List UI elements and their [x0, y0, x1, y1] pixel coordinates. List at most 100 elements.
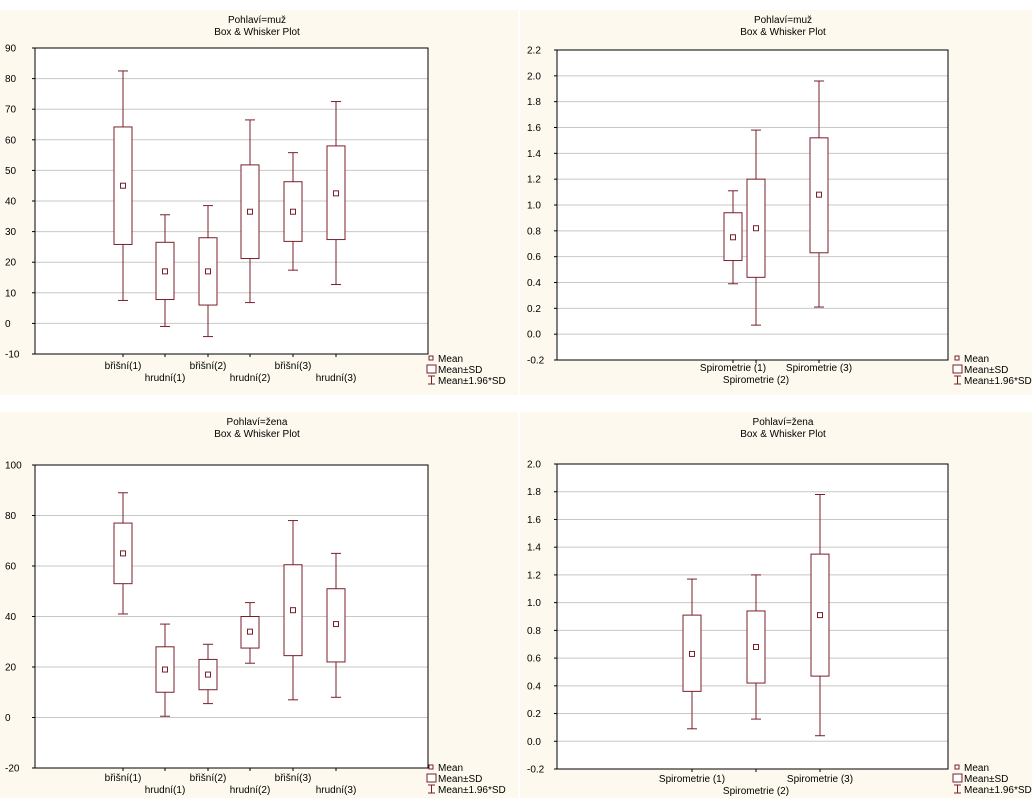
- legend-sd-box: [426, 773, 437, 783]
- chart-panel-female-spirometry: Pohlaví=žena Box & Whisker Plot -0.2 0.0 0.2…: [520, 412, 1032, 798]
- x-tick-label: břišní(1): [105, 773, 142, 784]
- chart-subtitle: Box & Whisker Plot: [214, 27, 300, 38]
- x-tick-label: Spirometrie (3): [786, 363, 852, 374]
- y-tick-label: 0.6: [527, 252, 541, 263]
- y-tick-label: 0.2: [527, 709, 541, 720]
- y-tick-label: 1.6: [527, 123, 541, 134]
- y-tick-label: 1.4: [527, 149, 541, 160]
- chart-title: Pohlaví=žena: [227, 417, 288, 428]
- x-tick-label: břišní(2): [190, 361, 227, 372]
- x-tick-label: Spirometrie (3): [787, 774, 853, 785]
- y-tick-label: 2.2: [527, 46, 541, 57]
- legend-label-whisker: Mean±1.96*SD: [438, 376, 506, 387]
- mean-marker: [120, 550, 126, 557]
- legend-sd-box: [952, 364, 963, 374]
- mean-marker: [290, 208, 296, 215]
- y-tick-label: 50: [5, 166, 17, 177]
- plot-frame: [34, 47, 429, 355]
- mean-marker: [333, 190, 339, 197]
- plot-frame: [34, 464, 429, 769]
- y-tick-label: 40: [5, 197, 17, 208]
- plot-frame: [556, 49, 949, 361]
- y-tick-label: -0.2: [527, 356, 545, 367]
- y-tick-label: 2.0: [527, 460, 541, 471]
- legend-mean-marker: [428, 764, 434, 770]
- mean-marker: [816, 191, 822, 198]
- legend-sd-box: [952, 773, 963, 783]
- y-tick-label: 1.6: [527, 515, 541, 526]
- mean-marker: [247, 628, 253, 635]
- chart-subtitle: Box & Whisker Plot: [740, 429, 826, 440]
- y-tick-label: 0: [5, 713, 11, 724]
- y-tick-label: 20: [5, 258, 17, 269]
- y-tick-label: 40: [5, 612, 17, 623]
- y-tick-label: 1.4: [527, 543, 541, 554]
- legend-label-sd: Mean±SD: [964, 365, 1008, 376]
- mean-marker: [120, 182, 126, 189]
- mean-marker: [730, 234, 736, 241]
- legend-label-mean: Mean: [964, 763, 989, 774]
- chart-panel-female-skinfold: Pohlaví=žena Box & Whisker Plot -20 0 20 40 60…: [0, 412, 518, 798]
- y-tick-label: 80: [5, 511, 17, 522]
- y-tick-label: 2.0: [527, 71, 541, 82]
- x-tick-label: břišní(1): [105, 361, 142, 372]
- legend-label-sd: Mean±SD: [964, 774, 1008, 785]
- y-tick-label: 0.2: [527, 304, 541, 315]
- x-tick-label: hrudní(1): [145, 785, 186, 796]
- y-tick-label: 0.4: [527, 681, 541, 692]
- chart-title: Pohlaví=muž: [754, 15, 812, 26]
- y-tick-label: 60: [5, 562, 17, 573]
- mean-marker: [162, 666, 168, 673]
- x-tick-label: hrudní(1): [145, 373, 186, 384]
- legend-label-sd: Mean±SD: [438, 774, 482, 785]
- legend-mean-marker: [428, 355, 434, 361]
- legend-label-mean: Mean: [964, 354, 989, 365]
- plot-frame: [556, 463, 949, 770]
- y-tick-label: 90: [5, 44, 17, 55]
- x-tick-label: hrudní(3): [316, 785, 357, 796]
- y-tick-label: 0.0: [527, 737, 541, 748]
- chart-panel-male-spirometry: Pohlaví=muž Box & Whisker Plot -0.2 0.0 0.2 0…: [520, 10, 1032, 395]
- x-tick-label: Spirometrie (1): [700, 363, 766, 374]
- mean-marker: [753, 644, 759, 650]
- y-tick-label: 0.8: [527, 226, 541, 237]
- y-tick-label: -0.2: [527, 765, 545, 776]
- mean-marker: [162, 268, 168, 275]
- legend-mean-marker: [954, 764, 960, 770]
- y-tick-label: 1.0: [527, 201, 541, 212]
- x-tick-label: břišní(2): [190, 773, 227, 784]
- y-tick-label: 20: [5, 663, 17, 674]
- legend-label-sd: Mean±SD: [438, 365, 482, 376]
- mean-marker: [689, 650, 695, 657]
- x-tick-label: břišní(3): [275, 773, 312, 784]
- mean-marker: [753, 225, 759, 232]
- chart-subtitle: Box & Whisker Plot: [214, 429, 300, 440]
- chart-title: Pohlaví=muž: [228, 15, 286, 26]
- y-tick-label: 0.4: [527, 278, 541, 289]
- x-tick-label: břišní(3): [275, 361, 312, 372]
- y-tick-label: 1.8: [527, 487, 541, 498]
- y-tick-label: 30: [5, 227, 17, 238]
- y-tick-label: 100: [5, 461, 22, 472]
- y-tick-label: 70: [5, 105, 17, 116]
- legend-label-whisker: Mean±1.96*SD: [438, 785, 506, 796]
- x-tick-label: Spirometrie (2): [723, 375, 789, 386]
- chart-panel-male-skinfold: Pohlaví=muž Box & Whisker Plot -10 0 10 20 30 4…: [0, 10, 518, 395]
- chart-subtitle: Box & Whisker Plot: [740, 27, 826, 38]
- y-tick-label: 1.2: [527, 175, 541, 186]
- y-tick-label: 0: [5, 319, 11, 330]
- legend-sd-box: [426, 364, 437, 374]
- chart-title: Pohlaví=žena: [753, 417, 814, 428]
- mean-marker: [247, 208, 253, 215]
- legend-label-whisker: Mean±1.96*SD: [964, 376, 1032, 387]
- mean-marker: [205, 268, 211, 275]
- y-tick-label: 1.2: [527, 570, 541, 581]
- y-tick-label: 0.8: [527, 626, 541, 637]
- legend-mean-marker: [954, 355, 960, 361]
- mean-marker: [205, 671, 211, 678]
- y-tick-label: 0.0: [527, 330, 541, 341]
- legend-label-mean: Mean: [438, 354, 463, 365]
